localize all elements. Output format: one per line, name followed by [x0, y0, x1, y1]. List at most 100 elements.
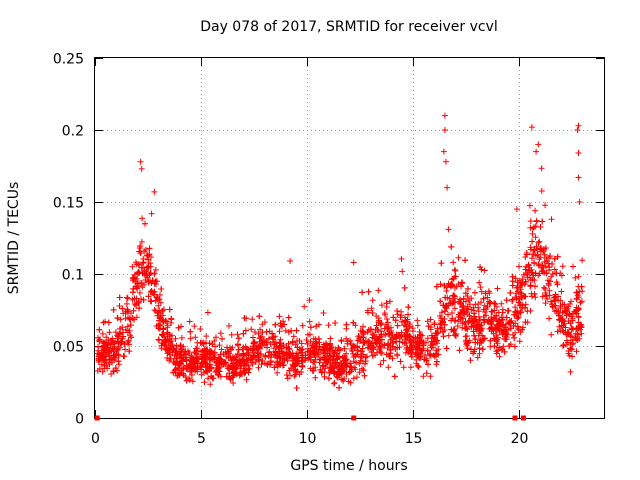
data-point — [408, 342, 415, 349]
data-point — [420, 373, 427, 380]
data-point — [394, 308, 401, 314]
data-point — [95, 334, 101, 341]
data-point — [219, 335, 225, 342]
data-point — [449, 282, 456, 289]
data-point — [187, 335, 194, 342]
data-point — [414, 351, 421, 358]
data-point — [183, 377, 190, 384]
data-point — [493, 322, 500, 329]
data-point — [105, 319, 112, 326]
data-point — [148, 298, 155, 305]
data-point — [336, 384, 343, 391]
data-point — [517, 289, 524, 296]
data-point — [293, 385, 300, 391]
data-point — [244, 346, 251, 353]
data-point — [250, 352, 257, 359]
data-point — [575, 273, 582, 280]
data-point — [471, 332, 478, 339]
data-point — [462, 333, 469, 340]
data-point — [407, 364, 414, 371]
gap-markers — [94, 415, 526, 421]
data-point — [242, 327, 249, 334]
data-point — [399, 268, 406, 275]
data-point — [267, 361, 274, 368]
data-point — [276, 313, 283, 320]
data-point — [267, 341, 274, 347]
data-point — [356, 369, 363, 376]
data-point — [543, 255, 550, 261]
data-point — [139, 215, 146, 222]
data-point — [325, 375, 332, 382]
data-point — [478, 339, 485, 346]
data-point — [234, 352, 241, 358]
x-tick-label: 5 — [197, 431, 206, 447]
data-point — [336, 372, 343, 379]
data-point — [291, 355, 298, 362]
data-point — [369, 352, 376, 359]
data-point — [211, 354, 218, 361]
data-point — [433, 347, 440, 354]
data-point — [280, 362, 287, 368]
data-point — [433, 283, 440, 290]
data-point — [539, 293, 546, 300]
data-point — [372, 327, 379, 333]
data-point — [575, 122, 582, 129]
data-point — [498, 314, 505, 321]
gap-marker — [94, 415, 100, 421]
data-point — [263, 339, 270, 346]
data-point — [252, 329, 258, 335]
data-point — [416, 354, 423, 361]
data-point — [277, 343, 284, 349]
data-point — [204, 368, 211, 375]
data-point — [417, 350, 424, 357]
data-point — [199, 356, 206, 362]
data-point — [266, 335, 272, 342]
data-point — [539, 268, 546, 275]
data-point — [298, 349, 305, 356]
data-point — [514, 323, 521, 330]
data-point — [432, 350, 439, 357]
data-point — [356, 360, 363, 367]
x-tick-label: 10 — [299, 431, 317, 447]
data-point — [141, 248, 148, 255]
data-point — [264, 344, 270, 351]
data-point — [114, 346, 121, 353]
data-point — [496, 344, 503, 351]
data-point — [564, 329, 571, 336]
data-point — [559, 263, 566, 270]
data-point — [546, 264, 553, 271]
data-point — [378, 302, 385, 309]
data-point — [320, 363, 327, 370]
data-point — [427, 352, 434, 359]
data-point — [319, 362, 326, 369]
data-point — [103, 334, 110, 341]
data-point — [557, 327, 564, 334]
data-point — [568, 333, 574, 340]
data-point — [277, 320, 284, 327]
data-point — [183, 351, 190, 358]
data-point — [155, 302, 162, 309]
data-point — [96, 338, 103, 345]
data-point — [124, 294, 130, 301]
data-point — [226, 374, 233, 381]
data-point — [125, 337, 132, 344]
data-point — [295, 350, 301, 357]
data-point — [410, 336, 416, 343]
data-point — [399, 318, 406, 325]
data-point — [525, 267, 532, 274]
data-point — [560, 343, 566, 349]
data-point — [203, 340, 209, 347]
data-point — [100, 319, 107, 326]
data-point — [576, 323, 583, 330]
y-axis-label: SRMTID / TECUs — [6, 182, 22, 295]
data-point — [569, 341, 576, 348]
data-point — [315, 351, 322, 358]
data-point — [452, 332, 459, 339]
data-point — [338, 338, 345, 345]
data-point — [119, 305, 126, 312]
data-point — [368, 305, 375, 312]
data-point — [406, 333, 413, 339]
data-point — [394, 352, 401, 359]
data-point — [479, 346, 486, 353]
